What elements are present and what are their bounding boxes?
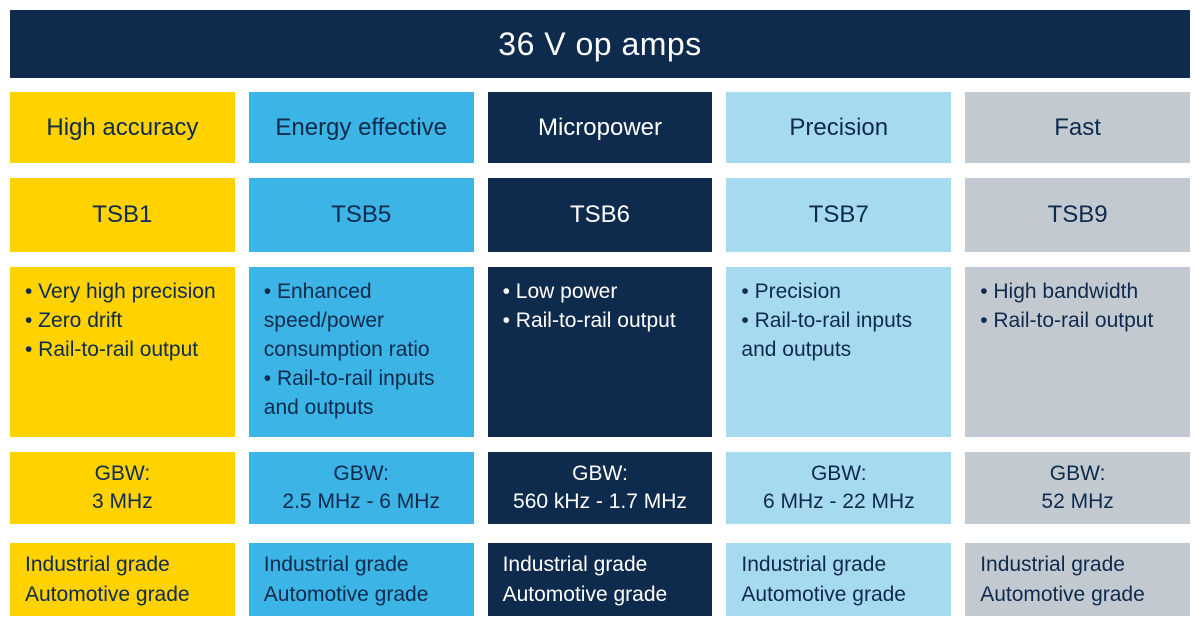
family-cell-tsb1: TSB1 — [10, 178, 235, 252]
grades-cell-tsb6: Industrial grade Automotive grade — [487, 543, 713, 616]
features-cell-tsb7: • Precision • Rail-to-rail inputs and ou… — [726, 267, 952, 437]
gbw-cell-tsb6: GBW: 560 kHz - 1.7 MHz — [487, 452, 713, 524]
op-amps-board: 36 V op amps High accuracy Energy effect… — [10, 10, 1190, 616]
gbw-label: GBW: — [810, 461, 867, 485]
family-cell-tsb9: TSB9 — [965, 178, 1190, 252]
family-cell-tsb7: TSB7 — [726, 178, 952, 252]
gbw-value: 6 MHz - 22 MHz — [762, 490, 915, 513]
features-cell-tsb1: • Very high precision • Zero drift • Rai… — [10, 267, 235, 437]
gbw-value: 3 MHz — [92, 490, 153, 513]
family-row: TSB1 TSB5 TSB6 TSB7 TSB9 — [10, 178, 1190, 252]
gbw-cell-tsb9: GBW: 52 MHz — [965, 452, 1190, 524]
features-row: • Very high precision • Zero drift • Rai… — [10, 267, 1190, 437]
grades-cell-tsb7: Industrial grade Automotive grade — [726, 543, 952, 616]
family-cell-tsb6: TSB6 — [487, 178, 713, 252]
gbw-label: GBW: — [333, 461, 389, 485]
gbw-value: 52 MHz — [1041, 490, 1114, 513]
category-cell-precision: Precision — [726, 92, 952, 163]
grades-cell-tsb1: Industrial grade Automotive grade — [10, 543, 235, 616]
gbw-label: GBW: — [1049, 461, 1106, 485]
features-cell-tsb5: • Enhanced speed/power consumption ratio… — [248, 267, 474, 437]
page-title: 36 V op amps — [498, 25, 702, 62]
gbw-cell-tsb5: GBW: 2.5 MHz - 6 MHz — [248, 452, 474, 524]
gbw-cell-tsb7: GBW: 6 MHz - 22 MHz — [726, 452, 952, 524]
gbw-cell-tsb1: GBW: 3 MHz — [10, 452, 235, 524]
category-cell-high-accuracy: High accuracy — [10, 92, 235, 163]
grades-cell-tsb5: Industrial grade Automotive grade — [248, 543, 474, 616]
category-row: High accuracy Energy effective Micropowe… — [10, 92, 1190, 163]
gbw-value: 2.5 MHz - 6 MHz — [282, 490, 440, 513]
features-cell-tsb6: • Low power • Rail-to-rail output — [487, 267, 713, 437]
category-cell-energy-effective: Energy effective — [248, 92, 474, 163]
category-cell-micropower: Micropower — [487, 92, 713, 163]
gbw-value: 560 kHz - 1.7 MHz — [513, 490, 687, 513]
features-cell-tsb9: • High bandwidth • Rail-to-rail output — [965, 267, 1190, 437]
grades-cell-tsb9: Industrial grade Automotive grade — [965, 543, 1190, 616]
gbw-label: GBW: — [94, 461, 151, 485]
title-bar: 36 V op amps — [10, 10, 1190, 78]
gbw-row: GBW: 3 MHz GBW: 2.5 MHz - 6 MHz GBW: 560… — [10, 452, 1190, 524]
gbw-label: GBW: — [572, 461, 628, 485]
category-cell-fast: Fast — [965, 92, 1190, 163]
grades-row: Industrial grade Automotive grade Indust… — [10, 543, 1190, 616]
family-cell-tsb5: TSB5 — [248, 178, 474, 252]
